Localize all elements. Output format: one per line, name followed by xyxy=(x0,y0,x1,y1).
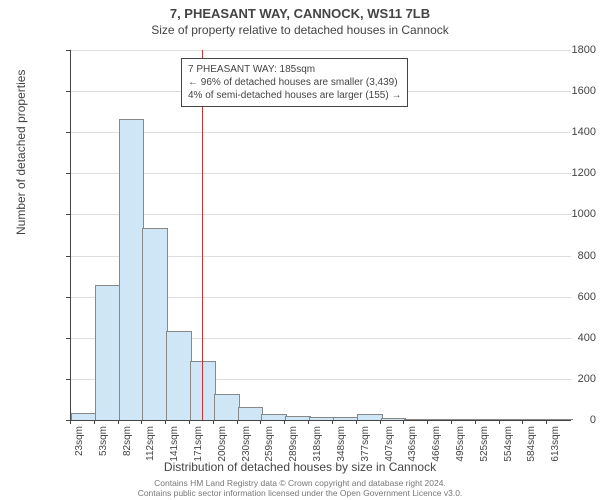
x-tick-mark xyxy=(260,420,261,424)
histogram-bar xyxy=(95,285,121,420)
chart-title: 7, PHEASANT WAY, CANNOCK, WS11 7LB xyxy=(0,0,600,21)
x-axis-label: Distribution of detached houses by size … xyxy=(0,460,600,474)
x-tick-label: 407sqm xyxy=(384,426,395,462)
x-tick-label: 23sqm xyxy=(74,426,85,456)
x-tick-mark xyxy=(499,420,500,424)
x-tick-mark xyxy=(403,420,404,424)
y-tick-mark xyxy=(66,91,70,92)
histogram-bar xyxy=(71,413,97,420)
histogram-bar xyxy=(142,228,168,420)
y-tick-label: 0 xyxy=(536,414,596,426)
y-tick-label: 600 xyxy=(536,291,596,303)
x-tick-label: 171sqm xyxy=(193,426,204,462)
plot-area: 7 PHEASANT WAY: 185sqm← 96% of detached … xyxy=(70,50,571,421)
y-tick-label: 400 xyxy=(536,332,596,344)
annotation-line: 7 PHEASANT WAY: 185sqm xyxy=(188,63,401,76)
y-tick-label: 1000 xyxy=(536,208,596,220)
x-tick-label: 259sqm xyxy=(264,426,275,462)
x-tick-mark xyxy=(380,420,381,424)
x-tick-mark xyxy=(332,420,333,424)
x-tick-mark xyxy=(141,420,142,424)
x-tick-mark xyxy=(522,420,523,424)
x-tick-label: 377sqm xyxy=(360,426,371,462)
x-tick-label: 495sqm xyxy=(455,426,466,462)
x-tick-label: 141sqm xyxy=(169,426,180,462)
x-tick-mark xyxy=(237,420,238,424)
annotation-line: 4% of semi-detached houses are larger (1… xyxy=(188,89,401,102)
license-text: Contains HM Land Registry data © Crown c… xyxy=(0,478,600,498)
gridline xyxy=(71,214,571,215)
x-tick-mark xyxy=(94,420,95,424)
gridline xyxy=(71,132,571,133)
x-tick-label: 53sqm xyxy=(98,426,109,456)
x-tick-mark xyxy=(546,420,547,424)
x-tick-label: 318sqm xyxy=(312,426,323,462)
x-tick-label: 466sqm xyxy=(431,426,442,462)
histogram-bar xyxy=(166,331,192,420)
annotation-line: ← 96% of detached houses are smaller (3,… xyxy=(188,76,401,89)
histogram-bar xyxy=(190,361,216,420)
x-tick-label: 200sqm xyxy=(217,426,228,462)
x-tick-label: 112sqm xyxy=(145,426,156,461)
license-line-2: Contains public sector information licen… xyxy=(0,488,600,498)
y-axis-label: Number of detached properties xyxy=(14,70,28,235)
y-tick-mark xyxy=(66,256,70,257)
x-tick-mark xyxy=(451,420,452,424)
y-tick-label: 1800 xyxy=(536,44,596,56)
y-tick-mark xyxy=(66,379,70,380)
x-tick-label: 436sqm xyxy=(407,426,418,462)
histogram-bar xyxy=(238,407,264,420)
y-tick-label: 800 xyxy=(536,250,596,262)
x-tick-mark xyxy=(356,420,357,424)
x-tick-mark xyxy=(475,420,476,424)
chart-subtitle: Size of property relative to detached ho… xyxy=(0,21,600,37)
gridline xyxy=(71,50,571,51)
x-tick-label: 584sqm xyxy=(526,426,537,462)
y-tick-label: 1600 xyxy=(536,85,596,97)
x-tick-label: 289sqm xyxy=(288,426,299,462)
x-tick-mark xyxy=(118,420,119,424)
x-tick-mark xyxy=(70,420,71,424)
histogram-bar xyxy=(119,119,145,420)
x-tick-mark xyxy=(165,420,166,424)
x-tick-mark xyxy=(213,420,214,424)
x-tick-mark xyxy=(189,420,190,424)
y-tick-mark xyxy=(66,338,70,339)
histogram-bar xyxy=(214,394,240,420)
license-line-1: Contains HM Land Registry data © Crown c… xyxy=(0,478,600,488)
x-tick-mark xyxy=(427,420,428,424)
y-tick-mark xyxy=(66,173,70,174)
gridline xyxy=(71,173,571,174)
y-tick-mark xyxy=(66,50,70,51)
y-tick-label: 200 xyxy=(536,373,596,385)
y-tick-label: 1400 xyxy=(536,126,596,138)
x-tick-label: 554sqm xyxy=(503,426,514,462)
y-tick-mark xyxy=(66,297,70,298)
x-tick-label: 613sqm xyxy=(550,426,561,462)
y-tick-mark xyxy=(66,132,70,133)
annotation-box: 7 PHEASANT WAY: 185sqm← 96% of detached … xyxy=(181,58,408,107)
x-tick-label: 230sqm xyxy=(241,426,252,462)
y-tick-mark xyxy=(66,214,70,215)
y-tick-label: 1200 xyxy=(536,167,596,179)
x-tick-mark xyxy=(308,420,309,424)
x-tick-mark xyxy=(284,420,285,424)
x-tick-label: 82sqm xyxy=(122,426,133,456)
x-tick-label: 348sqm xyxy=(336,426,347,462)
histogram-chart: 7, PHEASANT WAY, CANNOCK, WS11 7LB Size … xyxy=(0,0,600,500)
x-tick-label: 525sqm xyxy=(479,426,490,462)
